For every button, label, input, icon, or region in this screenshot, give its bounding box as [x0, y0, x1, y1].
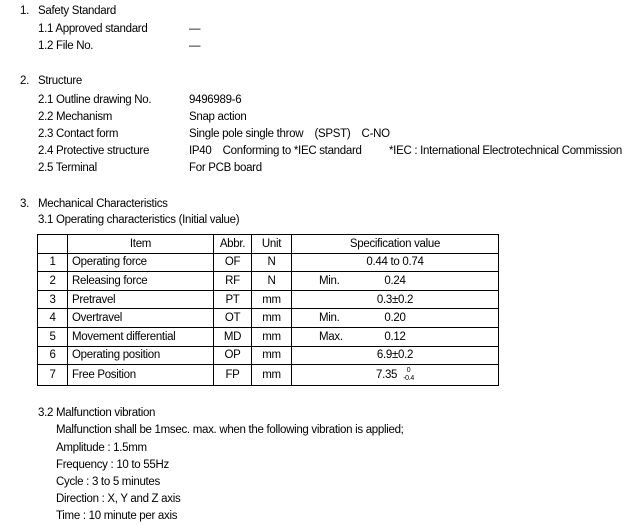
vibration-line: Cycle : 3 to 5 minutes — [56, 476, 160, 488]
section-title: Safety Standard — [38, 5, 116, 17]
row-spec: 0.3±0.2 — [291, 289, 499, 310]
row-spec: 7.35 0 -0.4 — [291, 364, 499, 387]
row-abbr: FP — [213, 364, 252, 387]
table-row: 7 Free Position FP mm 7.35 0 -0.4 — [37, 364, 499, 387]
row-number: 4 — [37, 308, 68, 328]
spec-value: 0.3±0.2 — [376, 293, 414, 306]
row-number: 3 — [37, 289, 68, 310]
row-unit: mm — [251, 289, 292, 310]
row-item: Operating position — [67, 345, 214, 366]
row-item: Releasing force — [67, 271, 214, 291]
item-value: For PCB board — [189, 162, 262, 174]
section-number: 1. — [20, 5, 29, 17]
row-item: Free Position — [67, 364, 214, 387]
row-abbr: PT — [213, 289, 252, 310]
vibration-line: Amplitude : 1.5mm — [56, 442, 147, 454]
tolerance: 0 -0.4 — [403, 367, 414, 383]
row-item: Operating force — [67, 252, 214, 273]
row-unit: mm — [251, 308, 292, 328]
spec-qualifier: Max. — [319, 330, 343, 343]
row-item: Movement differential — [67, 326, 214, 347]
row-spec: Max. 0.12 — [291, 326, 499, 347]
spec-value: 7.35 — [375, 369, 398, 382]
row-spec: Min. 0.24 — [291, 271, 499, 291]
vibration-line: Frequency : 10 to 55Hz — [56, 459, 169, 471]
row-unit: mm — [251, 326, 292, 347]
item-label: 1.1 Approved standard — [38, 23, 148, 35]
vibration-line: Time : 10 minute per axis — [56, 510, 178, 522]
header-abbr: Abbr. — [213, 234, 252, 254]
spec-qualifier: Min. — [319, 312, 340, 325]
section-number: 2. — [20, 75, 29, 87]
row-spec: 6.9±0.2 — [291, 345, 499, 366]
table-row: 3 Pretravel PT mm 0.3±0.2 — [37, 289, 499, 310]
spec-value: 0.12 — [384, 330, 406, 343]
row-abbr: RF — [213, 271, 252, 291]
spec-value: 6.9±0.2 — [376, 349, 414, 362]
spec-value: 0.24 — [384, 274, 406, 287]
item-value: — — [189, 23, 201, 35]
row-unit: N — [251, 252, 292, 273]
item-label: 2.5 Terminal — [38, 162, 97, 174]
subsection-title: 3.1 Operating characteristics (Initial v… — [38, 214, 240, 226]
section-title: Mechanical Characteristics — [38, 198, 168, 210]
row-spec: 0.44 to 0.74 — [291, 252, 499, 273]
table-row: 6 Operating position OP mm 6.9±0.2 — [37, 345, 499, 366]
table-header: Item Abbr. Unit Specification value — [37, 234, 499, 254]
item-label: 2.3 Contact form — [38, 128, 119, 140]
table-row: 4 Overtravel OT mm Min. 0.20 — [37, 308, 499, 328]
tolerance-upper: 0 — [406, 367, 411, 375]
item-label: 2.1 Outline drawing No. — [38, 94, 152, 106]
row-number: 5 — [37, 326, 68, 347]
row-item: Pretravel — [67, 289, 214, 310]
row-abbr: OF — [213, 252, 252, 273]
row-number: 1 — [37, 252, 68, 273]
header-spec: Specification value — [291, 234, 499, 254]
row-spec: Min. 0.20 — [291, 308, 499, 328]
tolerance-lower: -0.4 — [403, 375, 415, 383]
row-item: Overtravel — [67, 308, 214, 328]
row-number: 2 — [37, 271, 68, 291]
subsection-title: 3.2 Malfunction vibration — [38, 407, 156, 419]
spec-value: 0.20 — [384, 312, 406, 325]
operating-characteristics-table: Item Abbr. Unit Specification value 1 Ope… — [37, 234, 499, 387]
item-value: — — [189, 40, 201, 52]
row-unit: N — [251, 271, 292, 291]
item-value: 9496989-6 — [189, 94, 242, 106]
section-title: Structure — [38, 75, 82, 87]
row-unit: mm — [251, 364, 292, 387]
item-note: *IEC : International Electrotechnical Co… — [389, 145, 622, 157]
row-abbr: OT — [213, 308, 252, 328]
row-abbr: MD — [213, 326, 252, 347]
item-label: 2.2 Mechanism — [38, 111, 113, 123]
spec-qualifier: Min. — [319, 275, 340, 288]
table-row: 5 Movement differential MD mm Max. 0.12 — [37, 326, 499, 347]
item-value: Single pole single throw (SPST) C-NO — [189, 128, 390, 140]
vibration-line: Malfunction shall be 1msec. max. when th… — [56, 424, 404, 436]
table-row: 2 Releasing force RF N Min. 0.24 — [37, 271, 499, 291]
item-label: 2.4 Protective structure — [38, 145, 150, 157]
table-row: 1 Operating force OF N 0.44 to 0.74 — [37, 252, 499, 273]
item-value: Snap action — [189, 111, 247, 123]
spec-value: 0.44 to 0.74 — [366, 256, 424, 269]
item-value: IP40 Conforming to *IEC standard — [189, 145, 362, 157]
header-item: Item — [67, 234, 214, 254]
row-abbr: OP — [213, 345, 252, 366]
vibration-line: Direction : X, Y and Z axis — [56, 493, 181, 505]
row-number: 7 — [37, 364, 68, 387]
item-label: 1.2 File No. — [38, 40, 94, 52]
header-no — [37, 234, 68, 254]
header-unit: Unit — [251, 234, 292, 254]
section-number: 3. — [20, 198, 29, 210]
row-unit: mm — [251, 345, 292, 366]
row-number: 6 — [37, 345, 68, 366]
